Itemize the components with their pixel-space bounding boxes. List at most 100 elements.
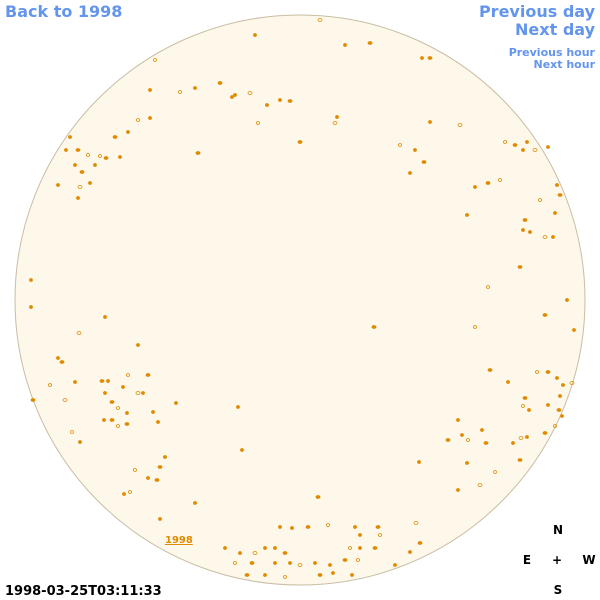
- sunspot: [317, 573, 323, 577]
- sunspot: [545, 370, 551, 374]
- sunspot: [367, 41, 373, 45]
- sunspot: [465, 213, 469, 217]
- sunspot: [332, 121, 338, 125]
- sunspot: [525, 435, 529, 439]
- sunspot: [558, 394, 562, 398]
- sunspot: [68, 135, 72, 139]
- sunspot: [480, 428, 484, 432]
- sunspot: [335, 115, 339, 119]
- sunspot: [297, 563, 303, 567]
- sunspot: [56, 183, 60, 187]
- sunspot: [420, 56, 424, 60]
- sunspot: [456, 488, 460, 492]
- sunspot: [555, 376, 559, 380]
- sunspot: [178, 90, 182, 94]
- sunspot: [112, 135, 118, 139]
- sunspot: [485, 181, 491, 185]
- sunspot: [398, 143, 402, 147]
- sunspot: [273, 546, 277, 550]
- sunspot: [528, 230, 532, 234]
- sunspot: [542, 431, 548, 435]
- previous-day-link[interactable]: Previous day: [479, 2, 596, 21]
- sunspot: [282, 551, 288, 555]
- sunspot: [522, 218, 528, 222]
- sunspot: [136, 343, 140, 347]
- next-hour-link[interactable]: Next hour: [534, 58, 596, 71]
- sunspot: [126, 130, 130, 134]
- sunspot: [542, 235, 548, 239]
- sunspot: [288, 561, 292, 565]
- sunspot: [413, 521, 419, 525]
- sunspot: [287, 99, 293, 103]
- sunspot: [223, 546, 227, 550]
- sunspot: [145, 373, 151, 377]
- sunspot: [555, 183, 559, 187]
- sunspot: [371, 325, 377, 329]
- sunspot: [572, 328, 576, 332]
- sunspot: [77, 185, 83, 189]
- compass-east: E: [523, 553, 531, 567]
- sunspot: [247, 91, 253, 95]
- sunspot: [560, 414, 564, 418]
- next-day-link[interactable]: Next day: [515, 20, 596, 39]
- sunspot: [417, 541, 423, 545]
- sunspot: [135, 391, 141, 395]
- sunspot: [128, 490, 132, 494]
- sunspot: [195, 151, 201, 155]
- sunspot: [473, 325, 477, 329]
- sunspot: [358, 533, 362, 537]
- sunspot: [56, 356, 60, 360]
- previous-hour-link[interactable]: Previous hour: [509, 46, 596, 59]
- sunspot: [78, 440, 82, 444]
- sunspot: [156, 420, 160, 424]
- sunspot: [30, 398, 36, 402]
- sunspot: [525, 140, 529, 144]
- sunspot: [408, 550, 412, 554]
- sunspot: [151, 410, 155, 414]
- sunspot: [348, 546, 352, 550]
- sunspot: [236, 405, 240, 409]
- sunspot: [174, 401, 178, 405]
- sunspot: [521, 148, 525, 152]
- sunspot: [297, 140, 303, 144]
- sunspot: [73, 163, 77, 167]
- sunspot: [109, 418, 115, 422]
- sunspot: [460, 433, 464, 437]
- sunspot: [483, 441, 489, 445]
- sunspot: [356, 558, 360, 562]
- sunspot: [88, 181, 92, 185]
- sunspot: [148, 116, 152, 120]
- back-link[interactable]: Back to 1998: [5, 2, 122, 21]
- sunspot: [328, 563, 332, 567]
- sunspot: [542, 313, 548, 317]
- sunspot: [421, 160, 427, 164]
- sunspot: [103, 315, 107, 319]
- sunspot: [315, 495, 321, 499]
- sunspot: [252, 551, 258, 555]
- sunspot: [79, 170, 85, 174]
- sunspot: [427, 56, 433, 60]
- sunspot: [375, 525, 381, 529]
- sunspot: [263, 546, 267, 550]
- sunspot: [157, 465, 163, 469]
- year-link[interactable]: 1998: [165, 535, 193, 546]
- sunspot: [136, 118, 140, 122]
- compass-west: W: [582, 553, 595, 567]
- sunspot: [546, 145, 550, 149]
- sunspot: [487, 368, 493, 372]
- sunspot: [358, 546, 362, 550]
- sunspot: [556, 408, 562, 412]
- sunspot: [521, 228, 525, 232]
- sunspot: [148, 88, 152, 92]
- sunspot: [326, 523, 330, 527]
- sunspot: [532, 148, 538, 152]
- sunspot: [518, 436, 524, 440]
- sunspot: [290, 526, 294, 530]
- sunspot: [70, 430, 74, 434]
- sunspot: [109, 400, 115, 404]
- sunspot: [48, 383, 52, 387]
- sunspot: [154, 478, 160, 482]
- solar-disk: [14, 14, 586, 586]
- compass-south: S: [554, 583, 563, 597]
- sunspot: [230, 95, 234, 99]
